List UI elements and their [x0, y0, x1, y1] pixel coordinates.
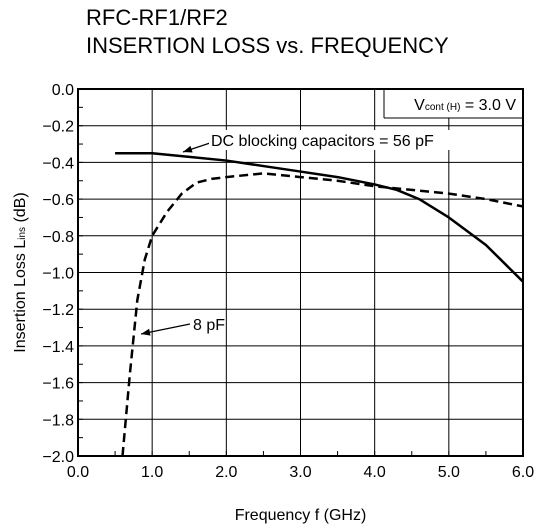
- condition-label: Vcont (H) = 3.0 V: [414, 97, 516, 114]
- chart-title: RFC-RF1/RF2: [86, 5, 228, 30]
- chart-title-block: RFC-RF1/RF2 INSERTION LOSS vs. FREQUENCY: [86, 4, 449, 60]
- x-tick-label: 1.0: [141, 464, 163, 481]
- x-tick-label: 3.0: [289, 464, 311, 481]
- y-axis-label: Insertion Loss Lins (dB): [12, 192, 29, 352]
- condition-box-bg: [384, 90, 522, 118]
- y-tick-label: −1.0: [42, 266, 74, 283]
- y-tick-label: −0.4: [42, 155, 74, 172]
- annotation-56pf-bg: [209, 130, 507, 150]
- y-tick-label: −0.6: [42, 192, 74, 209]
- x-axis-label: Frequency f (GHz): [235, 507, 367, 524]
- chart-subtitle: INSERTION LOSS vs. FREQUENCY: [86, 33, 449, 58]
- y-tick-label: −0.8: [42, 229, 74, 246]
- y-tick-label: −0.2: [42, 119, 74, 136]
- series-line-8pf: [121, 172, 524, 457]
- x-tick-label: 6.0: [512, 464, 534, 481]
- series-label-56pf: DC blocking capacitors = 56 pF: [211, 133, 434, 150]
- x-tick-label: 5.0: [438, 464, 460, 481]
- y-tick-label: −1.2: [42, 302, 74, 319]
- y-tick-label: −1.6: [42, 376, 74, 393]
- x-tick-label: 2.0: [215, 464, 237, 481]
- plot-frame: [77, 88, 524, 457]
- y-tick-label: −1.8: [42, 412, 74, 429]
- annotation-56pf-arrowhead: [183, 145, 193, 153]
- y-tick-label: 0.0: [52, 82, 74, 99]
- series-label-8pf: 8 pF: [193, 317, 225, 334]
- y-tick-label: −1.4: [42, 339, 74, 356]
- x-tick-label: 0.0: [67, 464, 89, 481]
- x-tick-label: 4.0: [364, 464, 386, 481]
- annotation-8pf-arrowhead: [141, 328, 151, 336]
- series-line-56pf: [115, 151, 524, 283]
- y-tick-label: −2.0: [42, 449, 74, 466]
